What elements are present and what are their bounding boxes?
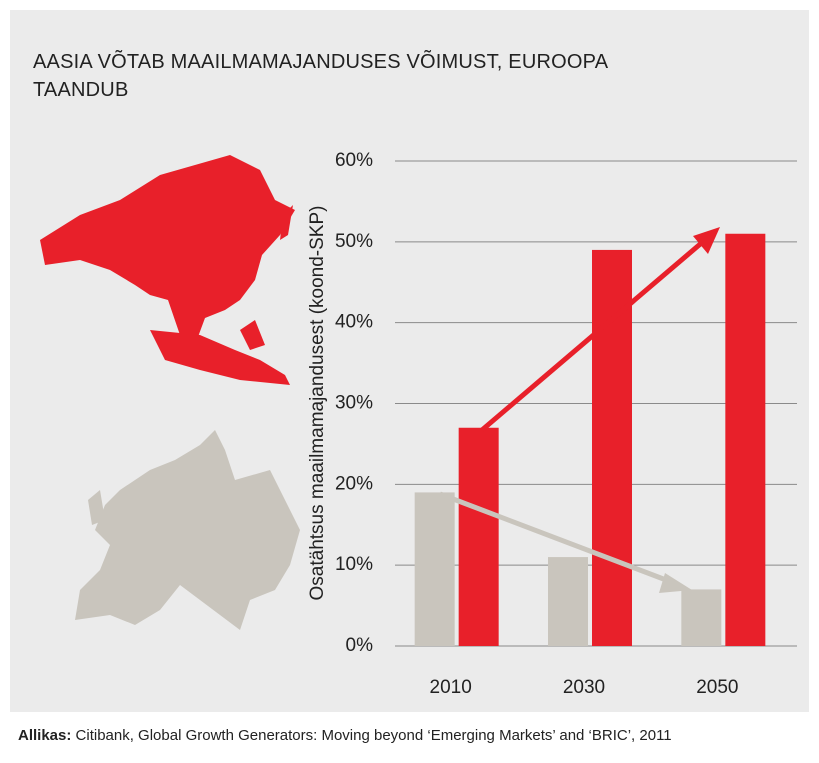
y-tick-label: 40% (335, 312, 373, 333)
bar (458, 427, 499, 646)
x-tick-label: 2030 (563, 677, 605, 698)
bar (725, 233, 766, 646)
x-tick-label: 2010 (430, 677, 472, 698)
bar (414, 492, 455, 646)
asia-trend-arrow (480, 238, 707, 432)
y-tick-label: 30% (335, 393, 373, 414)
source-label: Allikas: (18, 727, 72, 744)
chart-title: AASIA VÕTAB MAAILMAMAJANDUSES VÕIMUST, E… (33, 51, 608, 101)
y-tick-label: 10% (335, 554, 373, 575)
arrows (439, 227, 720, 593)
y-tick-label: 0% (346, 635, 374, 656)
europe-map (75, 430, 300, 630)
y-axis-label: Osatähtsus maailmamajandusest (koond-SKP… (307, 206, 328, 601)
y-tick-label: 50% (335, 231, 373, 252)
source: Allikas: Citibank, Global Growth Generat… (18, 727, 672, 744)
source-text: Citibank, Global Growth Generators: Movi… (75, 727, 672, 744)
europe-arrow-head (659, 573, 692, 593)
x-tick-label: 2050 (696, 677, 738, 698)
europe-trend-arrow (439, 491, 675, 586)
bar (548, 557, 588, 646)
y-tick-label: 20% (335, 473, 373, 494)
asia-arrow-head (693, 227, 720, 254)
bar (592, 249, 632, 646)
bar (681, 589, 722, 646)
y-tick-label: 60% (335, 150, 373, 171)
asia-map (40, 155, 295, 385)
